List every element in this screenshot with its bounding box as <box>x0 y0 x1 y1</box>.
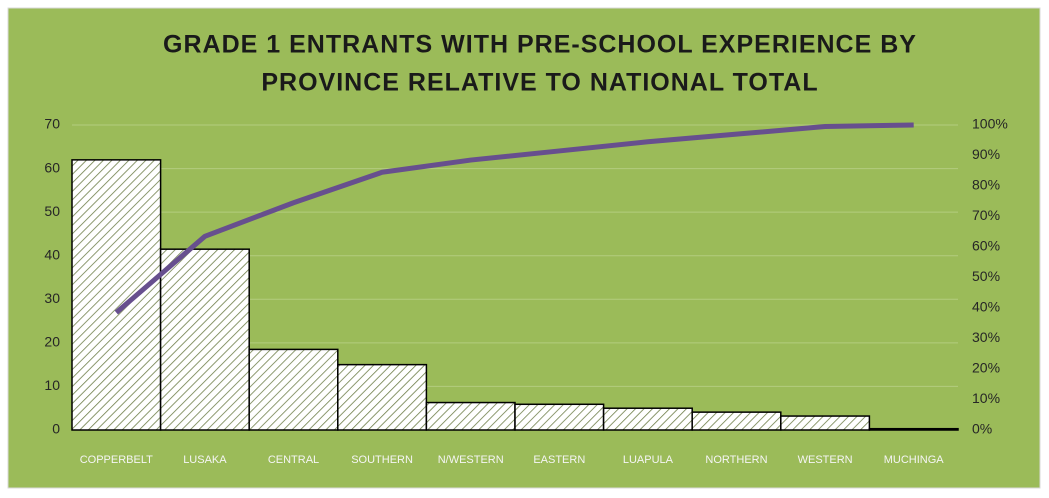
bar <box>337 363 428 431</box>
y-tick-label: 40 <box>44 246 60 262</box>
x-tick-label: CENTRAL <box>268 454 319 466</box>
x-tick-label: LUSAKA <box>183 454 227 466</box>
y-tick-label: 30 <box>44 290 60 306</box>
bar <box>71 159 162 431</box>
x-tick-label: LUAPULA <box>623 454 674 466</box>
y-tick-label: 10 <box>44 377 60 393</box>
y2-tick-label: 60% <box>972 238 1000 254</box>
chart-title: GRADE 1 ENTRANTS WITH PRE-SCHOOL EXPERIE… <box>163 31 917 59</box>
x-tick-label: MUCHINGA <box>884 454 945 466</box>
bar <box>602 407 693 431</box>
x-tick-label: EASTERN <box>533 454 585 466</box>
y2-tick-label: 50% <box>972 268 1000 284</box>
y2-tick-label: 40% <box>972 299 1000 315</box>
x-tick-label: SOUTHERN <box>351 454 413 466</box>
y2-tick-label: 30% <box>972 329 1000 345</box>
chart-title: PROVINCE RELATIVE TO NATIONAL TOTAL <box>261 69 818 97</box>
y2-tick-label: 90% <box>972 146 1000 162</box>
y-tick-label: 60 <box>44 159 60 175</box>
bar <box>868 427 959 431</box>
y2-tick-label: 20% <box>972 360 1000 376</box>
x-tick-label: WESTERN <box>798 454 853 466</box>
bar <box>425 401 516 431</box>
y2-tick-label: 80% <box>972 177 1000 193</box>
bar <box>780 415 871 431</box>
y-tick-label: 70 <box>44 116 60 132</box>
y2-tick-label: 100% <box>972 116 1008 132</box>
y-tick-label: 20 <box>44 334 60 350</box>
bar <box>514 403 605 431</box>
bar <box>248 348 339 431</box>
x-tick-label: NORTHERN <box>705 454 767 466</box>
y2-tick-label: 70% <box>972 207 1000 223</box>
x-tick-label: COPPERBELT <box>80 454 153 466</box>
y2-tick-label: 0% <box>972 421 992 437</box>
cumulative-line <box>114 122 914 315</box>
y-tick-label: 50 <box>44 203 60 219</box>
y2-tick-label: 10% <box>972 390 1000 406</box>
bar <box>159 248 250 431</box>
x-tick-label: N/WESTERN <box>438 454 504 466</box>
bar <box>691 411 782 431</box>
y-tick-label: 0 <box>52 421 60 437</box>
